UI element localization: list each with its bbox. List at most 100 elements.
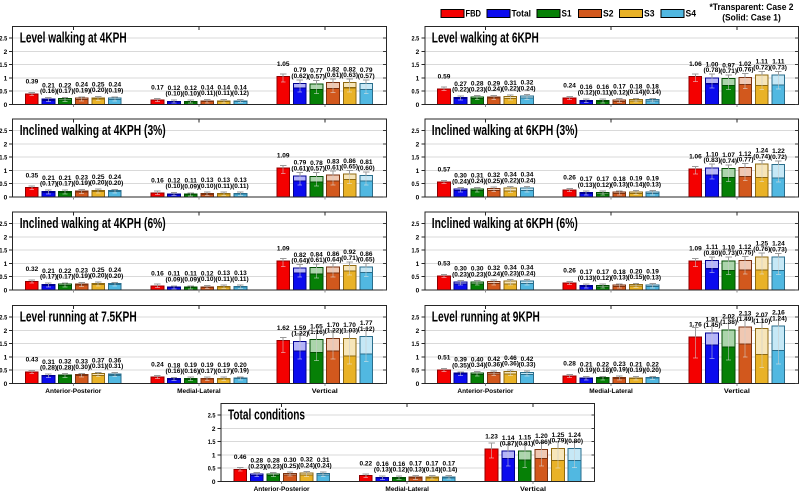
svg-text:1.5: 1.5	[0, 155, 8, 162]
svg-text:0.28: 0.28	[563, 361, 576, 368]
svg-text:(0.19): (0.19)	[611, 367, 628, 374]
svg-text:1.06: 1.06	[689, 61, 702, 68]
svg-text:(0.24): (0.24)	[469, 178, 486, 185]
svg-text:(0.64): (0.64)	[291, 258, 308, 265]
svg-text:2.5: 2.5	[0, 315, 8, 322]
svg-text:(0.61): (0.61)	[308, 257, 325, 264]
svg-text:(0.14): (0.14)	[628, 181, 645, 188]
svg-text:2.5: 2.5	[208, 413, 216, 420]
svg-text:(0.24): (0.24)	[452, 178, 469, 185]
svg-text:1.5: 1.5	[412, 248, 420, 255]
svg-text:(0.57): (0.57)	[358, 73, 375, 80]
svg-text:(0.14): (0.14)	[644, 89, 661, 96]
svg-text:(0.23): (0.23)	[452, 271, 469, 278]
svg-text:(1.22): (1.22)	[291, 331, 308, 338]
svg-text:1.5: 1.5	[412, 341, 420, 348]
svg-text:0.24: 0.24	[563, 83, 576, 90]
svg-text:(0.81): (0.81)	[516, 440, 533, 447]
svg-text:1: 1	[4, 168, 8, 175]
svg-text:0.5: 0.5	[0, 89, 8, 96]
svg-text:1: 1	[4, 75, 8, 82]
svg-text:1.5: 1.5	[0, 62, 8, 69]
svg-text:(0.12): (0.12)	[390, 467, 407, 474]
svg-text:2.5: 2.5	[0, 128, 8, 135]
svg-text:(0.20): (0.20)	[106, 273, 123, 280]
svg-text:0: 0	[416, 287, 420, 294]
svg-text:(0.09): (0.09)	[166, 276, 183, 283]
svg-text:0: 0	[4, 194, 8, 201]
svg-text:0.32: 0.32	[26, 266, 39, 273]
svg-text:2: 2	[4, 328, 8, 335]
svg-text:(0.24): (0.24)	[298, 462, 315, 469]
svg-text:0.26: 0.26	[563, 268, 576, 275]
svg-text:Level running at 7.5KPH: Level running at 7.5KPH	[20, 310, 137, 326]
svg-text:Level walking at 4KPH: Level walking at 4KPH	[20, 31, 127, 47]
svg-text:0.46: 0.46	[234, 454, 247, 461]
svg-text:(0.25): (0.25)	[282, 463, 299, 470]
svg-text:(0.19): (0.19)	[106, 87, 123, 94]
svg-text:(0.09): (0.09)	[182, 276, 199, 283]
svg-text:(0.57): (0.57)	[308, 166, 325, 173]
svg-text:0.22: 0.22	[359, 460, 372, 467]
svg-text:(0.13): (0.13)	[578, 182, 595, 189]
svg-text:0.5: 0.5	[412, 274, 420, 281]
svg-text:(0.80): (0.80)	[704, 250, 721, 257]
svg-text:Medial-Lateral: Medial-Lateral	[177, 388, 221, 395]
svg-text:(0.24): (0.24)	[485, 271, 502, 278]
svg-text:(0.17): (0.17)	[199, 368, 216, 375]
svg-text:(0.77): (0.77)	[737, 157, 754, 164]
svg-text:Inclined walking at 4KPH (3%): Inclined walking at 4KPH (3%)	[20, 123, 166, 139]
svg-text:(0.23): (0.23)	[469, 271, 486, 278]
svg-text:(0.24): (0.24)	[519, 177, 536, 184]
svg-text:0: 0	[212, 479, 216, 486]
svg-text:(1.22): (1.22)	[325, 328, 342, 335]
svg-text:(0.71): (0.71)	[341, 255, 358, 262]
svg-text:(0.16): (0.16)	[166, 368, 183, 375]
svg-text:1: 1	[416, 261, 420, 268]
svg-text:(0.13): (0.13)	[611, 182, 628, 189]
svg-text:1.5: 1.5	[208, 439, 216, 446]
svg-text:(1.38): (1.38)	[720, 319, 737, 326]
svg-text:0.43: 0.43	[26, 357, 39, 364]
svg-text:0: 0	[416, 102, 420, 109]
svg-text:(0.12): (0.12)	[594, 182, 611, 189]
svg-text:(0.28): (0.28)	[40, 365, 57, 372]
svg-text:2: 2	[4, 234, 8, 241]
svg-text:(0.22): (0.22)	[452, 87, 469, 94]
svg-text:(0.10): (0.10)	[199, 183, 216, 190]
svg-text:(0.19): (0.19)	[628, 367, 645, 374]
svg-text:1: 1	[212, 452, 216, 459]
svg-text:(0.22): (0.22)	[502, 86, 519, 93]
svg-text:(0.80): (0.80)	[566, 438, 583, 445]
svg-text:(0.10): (0.10)	[182, 91, 199, 98]
svg-text:1.5: 1.5	[0, 341, 8, 348]
svg-text:1.05: 1.05	[277, 61, 290, 68]
svg-text:(0.33): (0.33)	[519, 362, 536, 369]
svg-text:0: 0	[4, 287, 8, 294]
svg-text:0.5: 0.5	[412, 181, 420, 188]
svg-text:(0.24): (0.24)	[485, 86, 502, 93]
svg-text:(0.30): (0.30)	[73, 364, 90, 371]
svg-text:(0.09): (0.09)	[182, 183, 199, 190]
svg-text:Level running at 9KPH: Level running at 9KPH	[432, 310, 540, 326]
svg-text:(0.78): (0.78)	[704, 67, 721, 74]
svg-text:2: 2	[416, 234, 420, 241]
svg-text:(0.24): (0.24)	[315, 463, 332, 470]
svg-text:(1.03): (1.03)	[341, 328, 358, 335]
svg-text:2.5: 2.5	[0, 36, 8, 43]
svg-text:(0.17): (0.17)	[215, 368, 232, 375]
svg-text:0.5: 0.5	[0, 274, 8, 281]
svg-text:(0.12): (0.12)	[578, 90, 595, 97]
svg-text:(0.35): (0.35)	[452, 362, 469, 369]
svg-text:(0.74): (0.74)	[720, 158, 737, 165]
svg-text:2.5: 2.5	[412, 221, 420, 228]
svg-text:(0.23): (0.23)	[469, 86, 486, 93]
svg-text:(0.17): (0.17)	[57, 88, 74, 95]
svg-text:0.5: 0.5	[208, 466, 216, 473]
svg-text:(1.10): (1.10)	[753, 318, 770, 325]
svg-text:S2: S2	[603, 9, 614, 19]
svg-text:(0.11): (0.11)	[215, 90, 232, 97]
svg-text:Total conditions: Total conditions	[228, 408, 305, 424]
svg-text:(0.16): (0.16)	[40, 88, 57, 95]
svg-text:(0.86): (0.86)	[533, 439, 550, 446]
